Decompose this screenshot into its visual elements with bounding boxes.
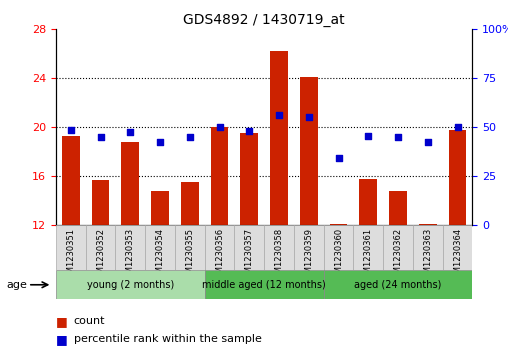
Bar [145,225,175,270]
Bar [62,136,80,225]
Bar [121,142,139,225]
Bar [211,127,229,225]
Bar [383,225,413,270]
Text: GSM1230358: GSM1230358 [274,228,283,284]
Text: aged (24 months): aged (24 months) [355,280,442,290]
Text: GSM1230359: GSM1230359 [304,228,313,284]
Point [67,127,75,132]
Bar [56,270,205,299]
Text: percentile rank within the sample: percentile rank within the sample [74,334,262,344]
Bar [330,224,347,225]
Point [454,124,462,130]
Point [394,134,402,140]
Text: GSM1230355: GSM1230355 [185,228,194,284]
Text: GSM1230351: GSM1230351 [66,228,75,284]
Point [97,134,105,140]
Bar [115,225,145,270]
Point [186,134,194,140]
Bar [442,225,472,270]
Bar [205,225,234,270]
Bar [324,225,354,270]
Point [215,124,224,130]
Bar [294,225,324,270]
Text: GSM1230352: GSM1230352 [96,228,105,284]
Text: age: age [6,280,27,290]
Text: GSM1230356: GSM1230356 [215,228,224,284]
Point [334,155,342,160]
Point [305,114,313,120]
Bar [389,191,407,225]
Bar [86,225,115,270]
Text: GSM1230363: GSM1230363 [423,228,432,285]
Text: GSM1230361: GSM1230361 [364,228,373,284]
Bar [264,225,294,270]
Text: count: count [74,316,105,326]
Text: ■: ■ [56,333,68,346]
Bar [175,225,205,270]
Text: GSM1230360: GSM1230360 [334,228,343,284]
Point [364,133,372,139]
Bar [354,225,383,270]
Bar [181,182,199,225]
Bar [270,51,288,225]
Bar [359,179,377,225]
Bar [151,191,169,225]
Point [126,129,134,135]
Point [156,139,164,144]
Bar [240,133,258,225]
Bar [449,130,466,225]
Bar [324,270,472,299]
Bar [205,270,324,299]
Point [275,112,283,118]
Bar [300,77,318,225]
Text: GSM1230353: GSM1230353 [126,228,135,284]
Bar [234,225,264,270]
Bar [413,225,442,270]
Bar [56,225,86,270]
Bar [91,180,109,225]
Text: GSM1230357: GSM1230357 [245,228,254,284]
Text: young (2 months): young (2 months) [87,280,174,290]
Text: GSM1230362: GSM1230362 [394,228,402,284]
Text: middle aged (12 months): middle aged (12 months) [202,280,326,290]
Title: GDS4892 / 1430719_at: GDS4892 / 1430719_at [183,13,345,26]
Point [424,139,432,144]
Point [245,128,253,134]
Text: GSM1230364: GSM1230364 [453,228,462,284]
Bar [419,224,437,225]
Text: GSM1230354: GSM1230354 [155,228,165,284]
Text: ■: ■ [56,315,68,328]
